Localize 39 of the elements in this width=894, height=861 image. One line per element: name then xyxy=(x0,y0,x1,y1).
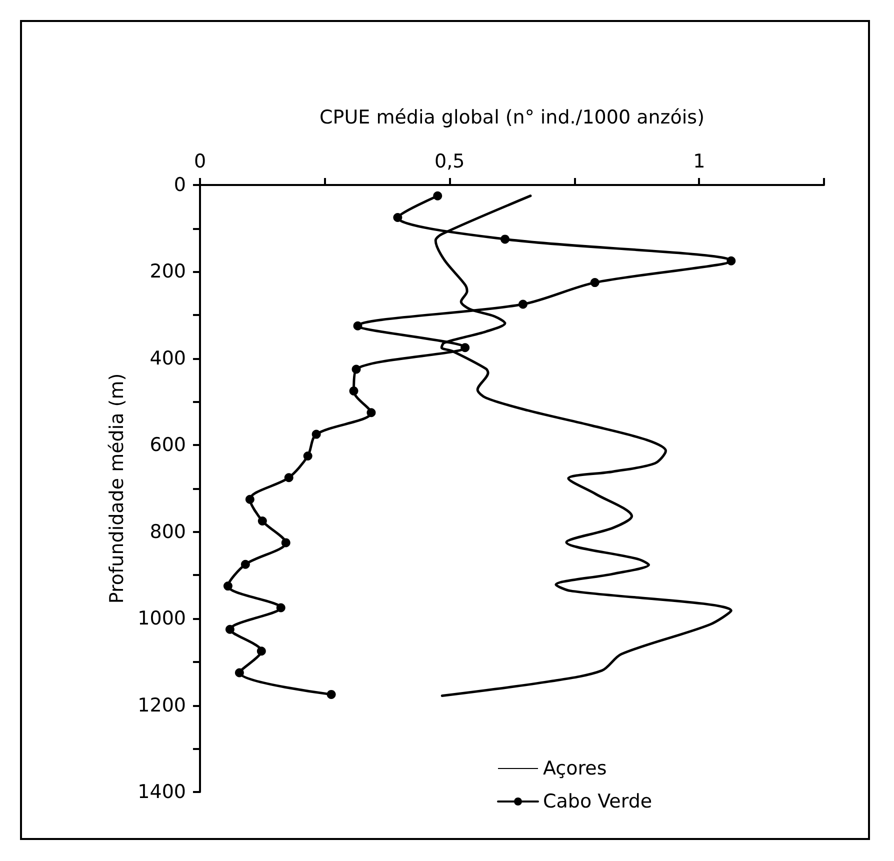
x-tick-label: 0,5 xyxy=(434,150,465,172)
point xyxy=(518,300,528,309)
point xyxy=(258,516,267,526)
point xyxy=(433,191,442,200)
point xyxy=(326,690,336,699)
point xyxy=(284,473,294,482)
y-tick-label: 200 xyxy=(150,260,186,283)
y-tick-label: 0 xyxy=(174,174,186,196)
y-tick-label: 1400 xyxy=(138,781,186,803)
legend-label: Açores xyxy=(543,758,607,780)
x-axis-title: CPUE média global (n° ind./1000 anzóis) xyxy=(320,106,704,128)
y-axis-title: Profundidade média (m) xyxy=(106,373,128,604)
y-tick-label: 600 xyxy=(150,434,186,456)
y-tick-label: 1200 xyxy=(138,694,186,716)
point xyxy=(726,256,736,266)
point xyxy=(281,538,290,548)
point xyxy=(460,343,470,352)
point xyxy=(590,278,600,288)
point xyxy=(303,451,312,460)
point xyxy=(366,408,376,418)
point xyxy=(312,430,321,439)
y-tick-label: 800 xyxy=(150,520,186,543)
point xyxy=(234,668,244,678)
point xyxy=(393,213,402,222)
point xyxy=(353,321,362,330)
x-tick-label: 0 xyxy=(194,150,206,172)
point xyxy=(223,582,232,591)
point xyxy=(349,386,358,396)
x-tick-label: 1 xyxy=(693,150,706,172)
point xyxy=(352,364,361,374)
point xyxy=(225,624,234,634)
point xyxy=(240,560,250,569)
point xyxy=(276,603,286,612)
legend-label: Cabo Verde xyxy=(543,790,652,812)
point xyxy=(245,494,254,504)
y-tick-label: 1000 xyxy=(138,608,186,630)
point xyxy=(256,646,266,656)
y-tick-label: 400 xyxy=(150,347,186,370)
point xyxy=(500,234,510,244)
